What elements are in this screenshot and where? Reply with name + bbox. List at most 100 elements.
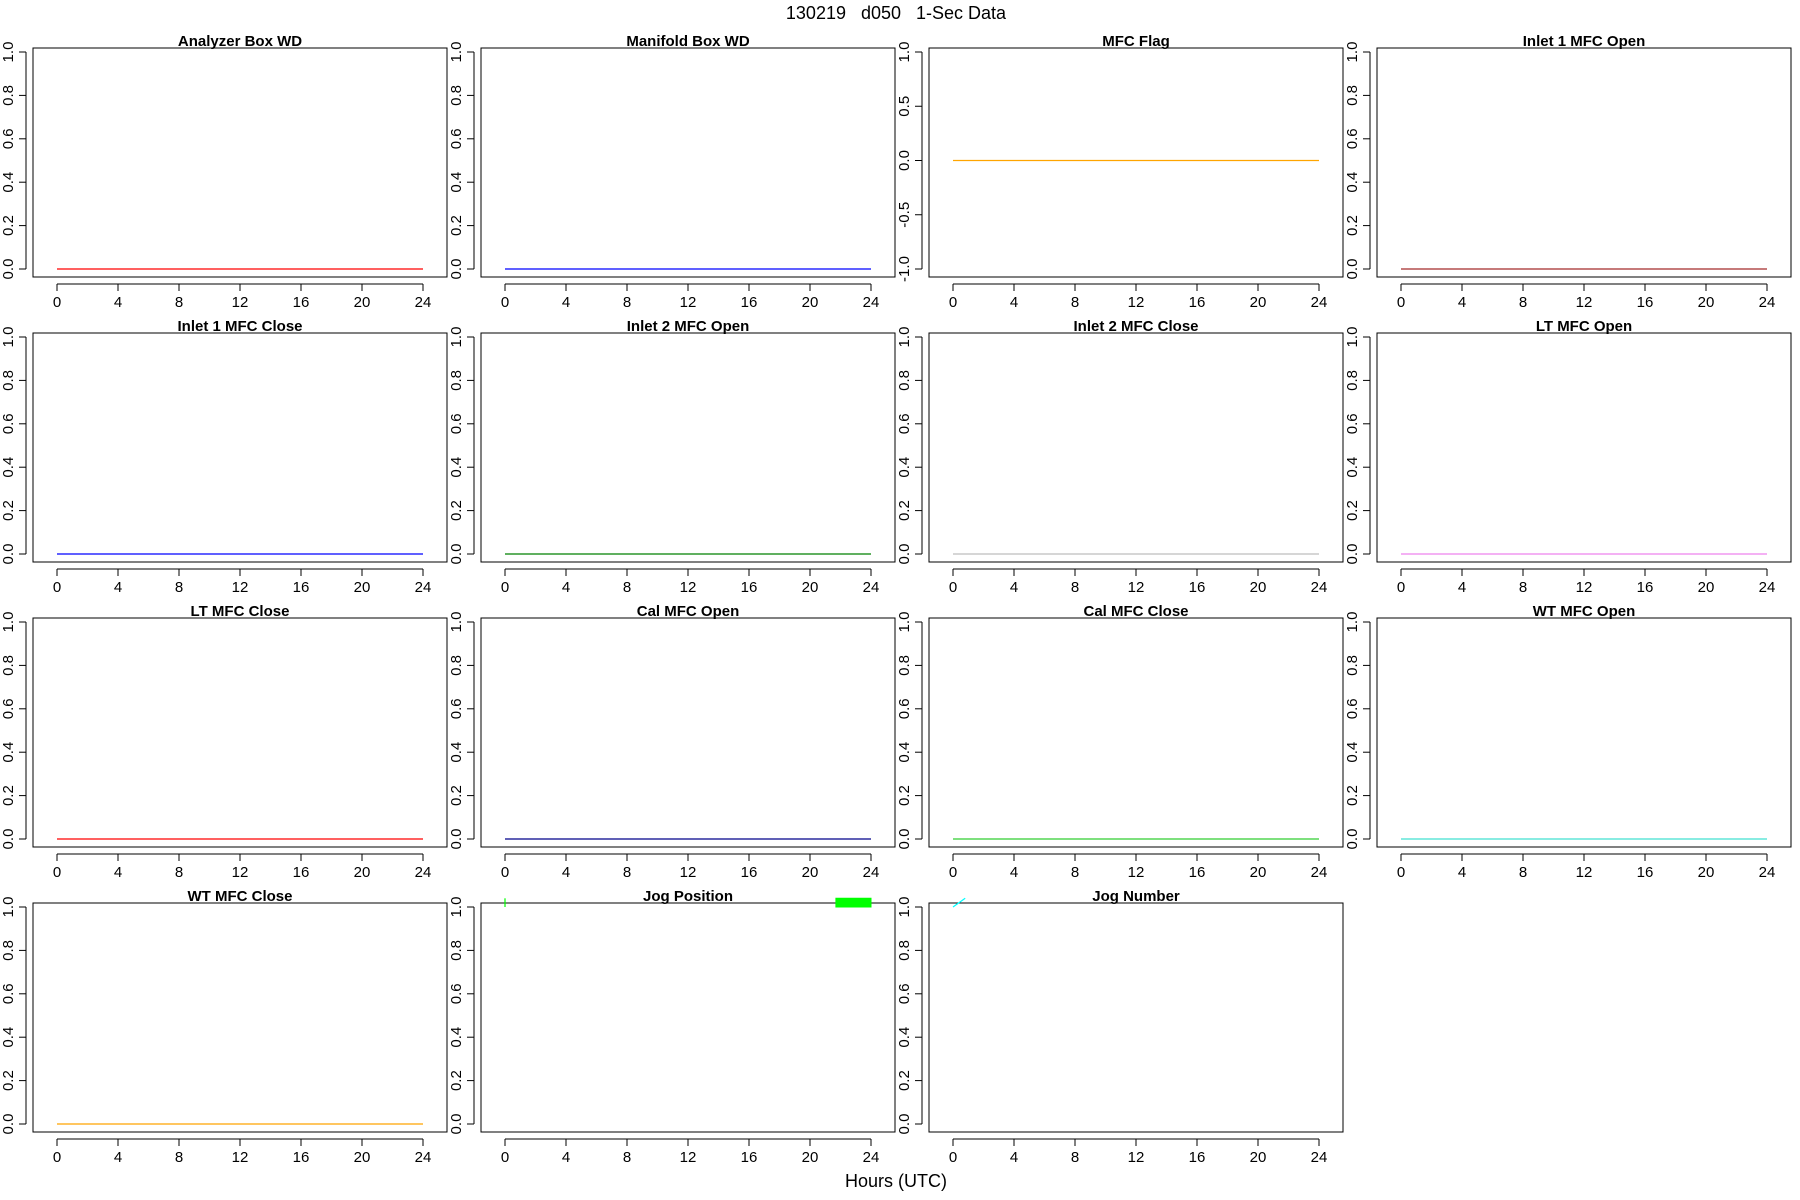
- x-tick-label: 24: [1759, 579, 1776, 596]
- y-tick-label: 0.0: [0, 829, 17, 850]
- x-tick-label: 0: [501, 1149, 509, 1166]
- x-tick-label: 8: [175, 294, 183, 311]
- x-tick-label: 12: [1128, 864, 1145, 881]
- series-1-line: [952, 897, 966, 908]
- y-tick-label: 0.8: [448, 370, 465, 391]
- panel-3: MFC Flag 0 4 8 12 16 20 24 -1.0 -0.5 0.0 0.5 1.0: [896, 33, 1344, 311]
- y-tick-label: 0.6: [896, 983, 913, 1004]
- x-tick-label: 0: [949, 864, 957, 881]
- x-tick-label: 16: [1637, 579, 1654, 596]
- panel-title: LT MFC Close: [191, 603, 290, 620]
- x-tick-label: 16: [741, 864, 758, 881]
- y-tick-label: 0.0: [448, 829, 465, 850]
- panel-7: Inlet 2 MFC Close 0 4 8 12 16 20 24 0.0 0.2 0.4 0.6…: [896, 318, 1344, 596]
- y-tick-label: 1.0: [0, 42, 17, 63]
- y-tick-label: 0.6: [1344, 698, 1361, 719]
- x-tick-label: 4: [562, 864, 570, 881]
- plot-frame: [480, 902, 896, 1133]
- plot-frame: [32, 47, 448, 278]
- x-tick-label: 4: [114, 1149, 122, 1166]
- panel-14: Jog Position 0 4 8 12 16 20 24 0.0 0.2 0.4 0.6 0.8 1.…: [448, 888, 896, 1166]
- y-tick-label: 0.6: [0, 128, 17, 149]
- plot-frame: [480, 332, 896, 563]
- panel-13: WT MFC Close 0 4 8 12 16 20 24 0.0 0.2 0.4 0.6 0.8 1.…: [0, 888, 448, 1166]
- x-tick-label: 16: [741, 1149, 758, 1166]
- y-tick-label: 0.6: [896, 698, 913, 719]
- x-tick-label: 20: [802, 294, 819, 311]
- y-tick-label: 0.6: [448, 128, 465, 149]
- y-tick-label: 0.8: [1344, 655, 1361, 676]
- plot-frame: [928, 47, 1344, 278]
- y-tick-label: 0.6: [1344, 413, 1361, 434]
- y-tick-label: 0.2: [896, 785, 913, 806]
- y-tick-label: 0.0: [896, 544, 913, 565]
- y-tick-label: 0.8: [448, 655, 465, 676]
- y-tick-label: 0.0: [0, 1114, 17, 1135]
- x-tick-label: 24: [1311, 1149, 1328, 1166]
- x-tick-label: 24: [863, 864, 880, 881]
- x-tick-label: 20: [354, 294, 371, 311]
- x-tick-label: 4: [1458, 864, 1466, 881]
- x-tick-label: 0: [1397, 864, 1405, 881]
- x-tick-label: 8: [623, 1149, 631, 1166]
- y-tick-label: 0.0: [1344, 544, 1361, 565]
- y-tick-label: 0.6: [896, 413, 913, 434]
- x-tick-label: 8: [1519, 294, 1527, 311]
- x-tick-label: 0: [501, 294, 509, 311]
- y-tick-label: 0.2: [0, 785, 17, 806]
- panel-title: Inlet 2 MFC Open: [627, 318, 750, 335]
- x-tick-label: 20: [354, 1149, 371, 1166]
- x-tick-label: 8: [623, 864, 631, 881]
- x-tick-label: 16: [1637, 864, 1654, 881]
- x-tick-label: 20: [1250, 864, 1267, 881]
- y-tick-label: 0.8: [448, 85, 465, 106]
- y-tick-label: 0.0: [0, 544, 17, 565]
- y-tick-label: 0.6: [448, 983, 465, 1004]
- panel-title: WT MFC Open: [1533, 603, 1635, 620]
- x-tick-label: 20: [1698, 864, 1715, 881]
- panel-5: Inlet 1 MFC Close 0 4 8 12 16 20 24 0.0 0.2 0.4 0.6…: [0, 318, 448, 596]
- panel-11: Cal MFC Close 0 4 8 12 16 20 24 0.0 0.2 0.4 0.6 0.8 1…: [896, 603, 1344, 881]
- panel-title: Jog Number: [1092, 888, 1180, 905]
- x-tick-label: 0: [53, 864, 61, 881]
- x-tick-label: 8: [175, 864, 183, 881]
- x-tick-label: 8: [1519, 579, 1527, 596]
- x-tick-label: 4: [114, 864, 122, 881]
- panels: Analyzer Box WD 0 4 8 12 16 20 24 0.0 0.2 0.4 0.6 0.…: [0, 33, 1792, 1166]
- y-tick-label: 0.0: [448, 544, 465, 565]
- x-tick-label: 12: [680, 579, 697, 596]
- x-tick-label: 8: [1071, 1149, 1079, 1166]
- y-tick-label: 0.4: [1344, 742, 1361, 763]
- y-tick-label: 0.4: [448, 172, 465, 193]
- panel-2: Manifold Box WD 0 4 8 12 16 20 24 0.0 0.2 0.4 0.6 0.…: [448, 33, 896, 311]
- plot-frame: [32, 902, 448, 1133]
- x-tick-label: 24: [863, 1149, 880, 1166]
- panel-title: LT MFC Open: [1536, 318, 1632, 335]
- panel-title: Inlet 1 MFC Open: [1523, 33, 1646, 50]
- x-tick-label: 24: [415, 864, 432, 881]
- y-tick-label: 1.0: [448, 327, 465, 348]
- x-tick-label: 12: [680, 864, 697, 881]
- panel-title: Cal MFC Open: [637, 603, 740, 620]
- y-tick-label: 0.4: [448, 457, 465, 478]
- y-tick-label: 1.0: [1344, 42, 1361, 63]
- x-tick-label: 0: [949, 294, 957, 311]
- y-tick-label: 0.0: [0, 259, 17, 280]
- x-tick-label: 12: [680, 294, 697, 311]
- y-tick-label: 0.8: [896, 655, 913, 676]
- x-tick-label: 4: [1010, 294, 1018, 311]
- x-tick-label: 24: [1311, 864, 1328, 881]
- plot-frame: [1376, 47, 1792, 278]
- panel-title: Inlet 1 MFC Close: [177, 318, 302, 335]
- x-tick-label: 8: [623, 579, 631, 596]
- y-tick-label: 0.8: [0, 940, 17, 961]
- y-tick-label: 1.0: [896, 42, 913, 63]
- y-tick-label: 0.2: [896, 500, 913, 521]
- x-tick-label: 20: [1250, 294, 1267, 311]
- x-tick-label: 8: [1519, 864, 1527, 881]
- x-tick-label: 24: [1759, 864, 1776, 881]
- y-tick-label: 0.0: [1344, 259, 1361, 280]
- x-tick-label: 4: [562, 579, 570, 596]
- y-tick-label: 0.6: [0, 983, 17, 1004]
- x-tick-label: 12: [1576, 294, 1593, 311]
